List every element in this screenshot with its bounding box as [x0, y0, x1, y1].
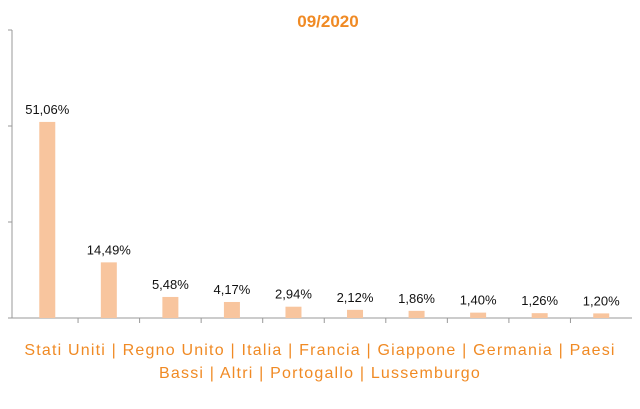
value-label: 1,40%	[460, 293, 497, 308]
bar	[347, 309, 364, 318]
value-label: 51,06%	[25, 102, 70, 117]
x-axis-label: Stati Uniti | Regno Unito | Italia | Fra…	[24, 342, 616, 382]
bar	[39, 121, 56, 319]
value-label: 2,12%	[337, 290, 374, 305]
bar	[223, 301, 240, 318]
value-label: 1,20%	[583, 293, 620, 308]
value-label: 5,48%	[152, 277, 189, 292]
bar	[100, 262, 117, 318]
bar	[470, 312, 487, 318]
bar	[285, 306, 302, 318]
bar	[162, 296, 179, 318]
value-label: 1,26%	[521, 293, 558, 308]
value-label: 1,86%	[398, 291, 435, 306]
value-label: 4,17%	[213, 282, 250, 297]
bar	[408, 310, 425, 318]
bar	[531, 313, 548, 318]
value-label: 2,94%	[275, 287, 312, 302]
chart-title: 09/2020	[297, 12, 358, 31]
bar	[593, 313, 610, 318]
value-label: 14,49%	[87, 242, 132, 257]
